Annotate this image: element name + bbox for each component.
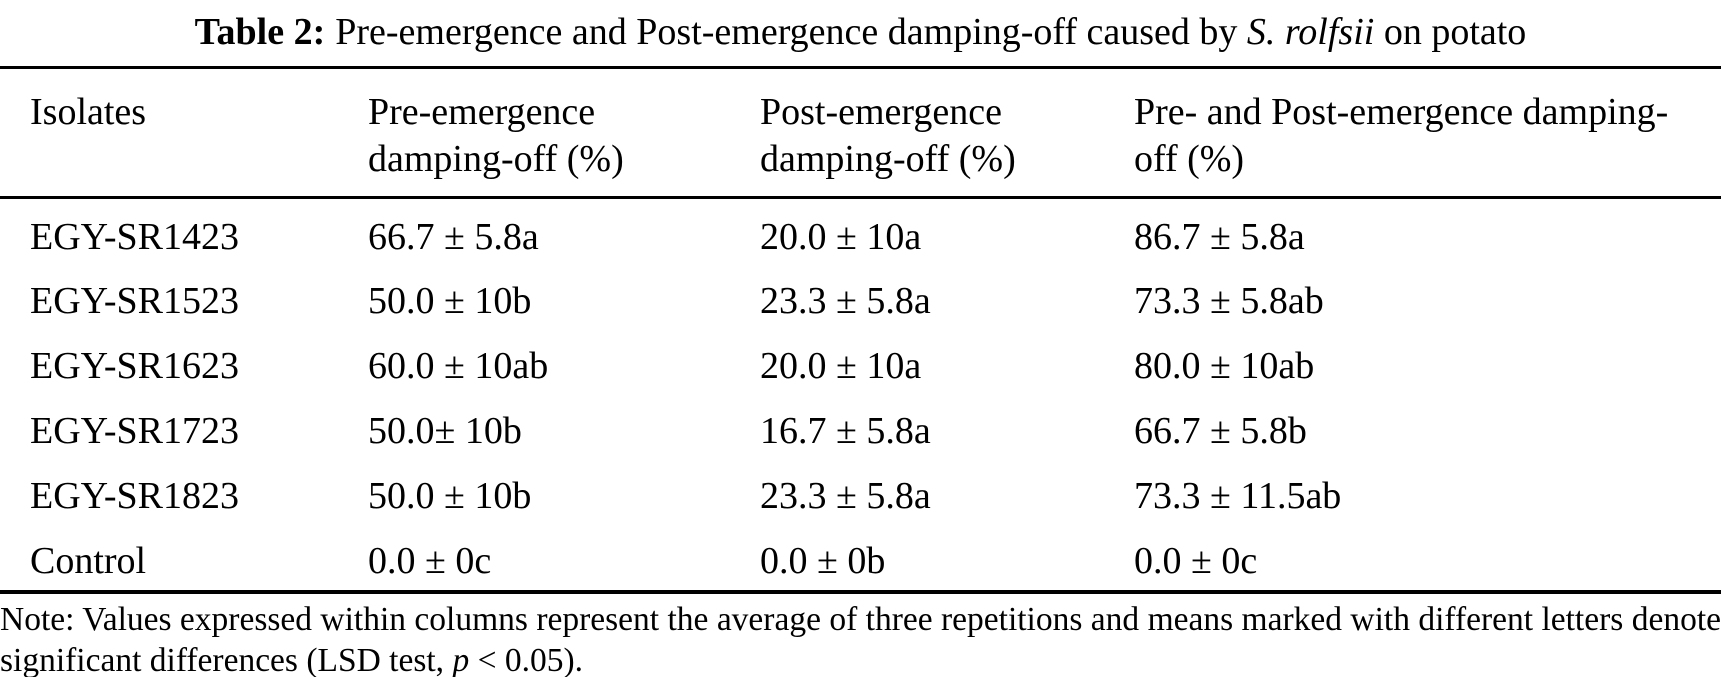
cell-pre: 50.0± 10b <box>368 409 522 452</box>
cell-pre: 66.7 ± 5.8a <box>368 216 539 258</box>
col-header-pre-emergence: Pre-emergence damping-off (%) <box>368 67 760 199</box>
cell-pre-and-post: 80.0 ± 10ab <box>1134 344 1315 387</box>
cell-post: 16.7 ± 5.8a <box>760 409 931 452</box>
cell-post: 23.3 ± 5.8a <box>760 474 931 517</box>
cell-pre-and-post: 66.7 ± 5.8b <box>1134 409 1307 452</box>
note-text: Note: Values expressed within columns re… <box>0 600 1721 677</box>
table-caption: Table 2: Pre-emergence and Post-emergence… <box>0 0 1721 66</box>
table-row: EGY-SR1723 50.0± 10b 16.7 ± 5.8a 66.7 ± … <box>0 397 1721 462</box>
cell-post: 0.0 ± 0b <box>760 539 886 582</box>
col-header-pre-and-post-emergence: Pre- and Post-emergence damping-off (%) <box>1134 67 1721 199</box>
cell-post: 20.0 ± 10a <box>760 344 922 387</box>
cell-isolate: EGY-SR1523 <box>30 279 240 322</box>
table-note: Note: Values expressed within columns re… <box>0 594 1721 677</box>
table-caption-text: Pre-emergence and Post-emergence damping… <box>335 11 1247 53</box>
col-header-post-emergence: Post-emergence damping-off (%) <box>760 67 1134 199</box>
species-name-italic: S. rolfsii <box>1246 11 1375 53</box>
cell-pre: 50.0 ± 10b <box>368 474 532 517</box>
cell-isolate: EGY-SR1723 <box>30 409 240 452</box>
cell-pre-and-post: 0.0 ± 0c <box>1134 539 1258 582</box>
table-caption-text-end: on potato <box>1374 11 1527 53</box>
table-row: EGY-SR1823 50.0 ± 10b 23.3 ± 5.8a 73.3 ±… <box>0 462 1721 527</box>
cell-pre: 0.0 ± 0c <box>368 539 492 582</box>
cell-isolate: EGY-SR1823 <box>30 474 240 517</box>
table-caption-label: Table 2: <box>194 11 326 53</box>
cell-post: 23.3 ± 5.8a <box>760 279 931 322</box>
table-row: Control 0.0 ± 0c 0.0 ± 0b 0.0 ± 0c <box>0 527 1721 592</box>
cell-pre-and-post: 73.3 ± 5.8ab <box>1134 279 1324 322</box>
cell-isolate: EGY-SR1623 <box>30 344 240 387</box>
col-header-isolates: Isolates <box>0 67 368 199</box>
damping-off-table: Isolates Pre-emergence damping-off (%) P… <box>0 66 1721 594</box>
table-row: EGY-SR1523 50.0 ± 10b 23.3 ± 5.8a 73.3 ±… <box>0 267 1721 332</box>
p-value-symbol: p <box>452 641 470 677</box>
cell-pre: 50.0 ± 10b <box>368 279 532 322</box>
cell-isolate: EGY-SR1423 <box>30 216 240 258</box>
note-text-end: < 0.05). <box>469 641 583 677</box>
cell-pre-and-post: 73.3 ± 11.5ab <box>1134 474 1342 517</box>
cell-pre: 60.0 ± 10ab <box>368 344 549 387</box>
table-row: EGY-SR1423 66.7 ± 5.8a 20.0 ± 10a 86.7 ±… <box>0 198 1721 267</box>
table-row: EGY-SR1623 60.0 ± 10ab 20.0 ± 10a 80.0 ±… <box>0 332 1721 397</box>
cell-isolate: Control <box>30 539 147 582</box>
header-row: Isolates Pre-emergence damping-off (%) P… <box>0 67 1721 199</box>
cell-pre-and-post: 86.7 ± 5.8a <box>1134 216 1305 258</box>
cell-post: 20.0 ± 10a <box>760 216 922 258</box>
